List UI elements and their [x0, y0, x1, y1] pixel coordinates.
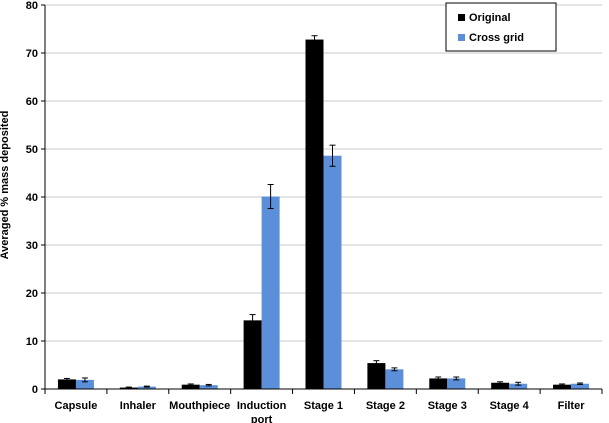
x-tick-label: Stage 2: [366, 400, 405, 412]
x-tick-label: Stage 1: [304, 400, 343, 412]
bar-original: [57, 379, 76, 389]
bar-original: [367, 363, 386, 389]
bar-cross-grid: [75, 379, 94, 389]
legend-swatch-cross-grid: [458, 34, 465, 41]
x-tick-label: Stage 3: [428, 400, 467, 412]
bar-cross-grid: [199, 385, 218, 389]
x-tick-label-line: Stage 4: [490, 400, 530, 412]
axes: [41, 4, 603, 394]
y-tick-label: 60: [26, 96, 38, 108]
x-tick-label-line: port: [251, 414, 273, 423]
bar-cross-grid: [509, 383, 528, 389]
legend-swatch-original: [458, 14, 465, 21]
x-tick-label-line: Stage 1: [304, 400, 343, 412]
bar-original: [553, 384, 572, 389]
bar-original: [429, 378, 448, 389]
legend-label-original: Original: [469, 12, 511, 24]
bar-cross-grid: [323, 155, 342, 389]
bar-original: [491, 382, 510, 389]
x-tick-label-line: Mouthpiece: [169, 400, 230, 412]
y-tick-label: 10: [26, 336, 38, 348]
bar-cross-grid: [137, 386, 156, 389]
legend: Original Cross grid: [445, 2, 557, 52]
x-tick-label-line: Filter: [558, 400, 586, 412]
x-tick-label-line: Induction: [237, 400, 287, 412]
y-tick-label: 50: [26, 144, 38, 156]
bar-cross-grid: [447, 378, 466, 389]
x-tick-label: Capsule: [55, 400, 98, 412]
x-tick-label: Filter: [558, 400, 586, 412]
legend-label-cross-grid: Cross grid: [469, 32, 524, 44]
x-tick-label: Inhaler: [120, 400, 157, 412]
y-tick-label: 30: [26, 240, 38, 252]
x-tick-label-line: Stage 3: [428, 400, 467, 412]
bar-cross-grid: [571, 383, 590, 389]
x-tick-label: Induction port: [237, 400, 287, 423]
y-tick-label: 80: [26, 0, 38, 12]
x-tick-label: Stage 4: [490, 400, 530, 412]
x-tick-label-line: Capsule: [55, 400, 98, 412]
y-tick-label: 40: [26, 192, 38, 204]
error-bars: [63, 35, 584, 389]
y-tick-label: 70: [26, 48, 38, 60]
bar-original: [243, 320, 262, 389]
x-tick-label-line: Stage 2: [366, 400, 405, 412]
bar-original: [181, 384, 200, 389]
bars: [57, 39, 590, 390]
bar-original: [305, 39, 324, 390]
x-tick-label-line: Inhaler: [120, 400, 157, 412]
bar-cross-grid: [261, 196, 280, 389]
bar-cross-grid: [385, 369, 404, 389]
x-tick-label: Mouthpiece: [169, 400, 230, 412]
y-tick-labels: 0 10 20 30 40 50 60 70 80: [26, 0, 38, 396]
legend-box: [445, 2, 557, 52]
y-axis-label: Averaged % mass deposited: [0, 111, 11, 260]
x-tick-labels: Capsule Inhaler Mouthpiece Induction port Sta…: [55, 400, 586, 423]
y-tick-label: 0: [32, 384, 38, 396]
y-tick-label: 20: [26, 288, 38, 300]
